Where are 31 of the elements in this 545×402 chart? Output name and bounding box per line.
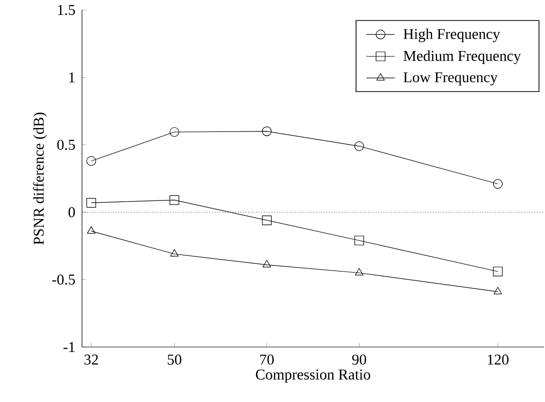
x-axis-title: Compression Ratio (256, 370, 370, 383)
x-tick-label: 120 (488, 354, 508, 365)
point (87, 226, 96, 234)
point (354, 141, 364, 151)
y-tick-label: 1 (69, 72, 75, 82)
point (493, 266, 503, 276)
y-tick-label: 0 (68, 207, 75, 218)
legend-label: Medium Frequency (404, 50, 521, 64)
y-tick-label: -1 (64, 342, 75, 352)
x-tick-label: 90 (352, 354, 366, 365)
legend-label: High Frequency (404, 28, 500, 42)
point (262, 215, 272, 226)
y-tick-label: 1.5 (58, 4, 75, 16)
y-tick-label: 0.5 (57, 140, 75, 150)
y-axis-title: PSNR difference (dB) (33, 112, 47, 245)
x-tick-label: 50 (168, 354, 182, 365)
point (494, 286, 502, 294)
point (493, 179, 503, 189)
point (262, 260, 271, 268)
point (86, 198, 96, 208)
point (170, 195, 180, 205)
point (355, 268, 364, 276)
legend-label: Low Frequency (404, 72, 498, 86)
point (262, 126, 272, 136)
y-tick-label: -0.5 (52, 274, 75, 285)
point (354, 236, 364, 246)
x-tick-label: 70 (260, 354, 274, 365)
point (170, 127, 180, 137)
point (86, 156, 96, 166)
x-tick-label: 32 (84, 354, 98, 365)
point (170, 249, 179, 257)
